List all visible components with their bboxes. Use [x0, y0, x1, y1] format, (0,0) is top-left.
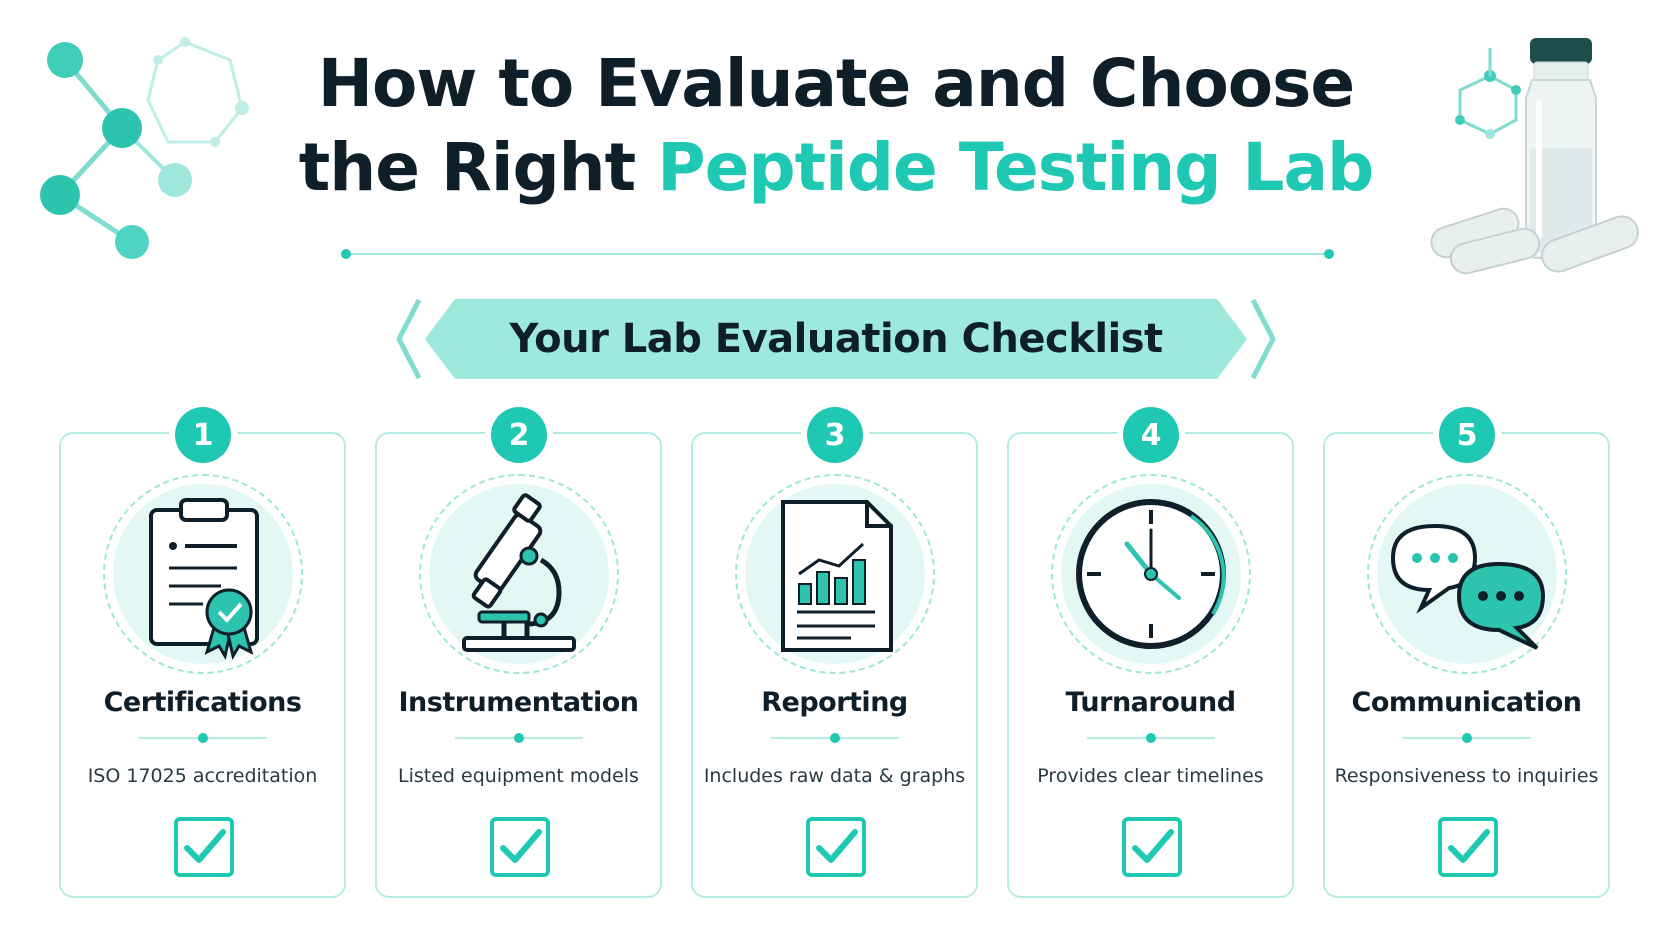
step-badge-4: 4 [1123, 407, 1179, 463]
step-badge-1: 1 [175, 407, 231, 463]
card-title: Turnaround [1065, 687, 1236, 718]
card-divider [1087, 733, 1215, 743]
title-line-1: How to Evaluate and Choose [317, 45, 1355, 122]
checkbox-checked-icon[interactable] [173, 816, 235, 878]
card-divider [139, 733, 267, 743]
certificate-clipboard-icon [103, 474, 303, 674]
card-description: Responsiveness to inquiries [1334, 765, 1599, 787]
card-description: Includes raw data & graphs [703, 765, 966, 787]
step-badge-3: 3 [807, 407, 863, 463]
step-badge-5: 5 [1439, 407, 1495, 463]
step-badge-2: 2 [491, 407, 547, 463]
card-title: Reporting [761, 687, 908, 718]
checklist-card-certifications: Certifications ISO 17025 accreditation [59, 432, 346, 898]
card-title: Instrumentation [398, 687, 639, 718]
checklist-card-reporting: Reporting Includes raw data & graphs [691, 432, 978, 898]
molecule-decoration-icon [40, 37, 249, 259]
checklist-card-communication: Communication Responsiveness to inquirie… [1323, 432, 1610, 898]
card-description: ISO 17025 accreditation [87, 765, 318, 787]
checkbox-checked-icon[interactable] [489, 816, 551, 878]
card-divider [771, 733, 899, 743]
vial-decoration-icon [1430, 38, 1639, 275]
title-line-2: the Right Peptide Testing Lab [0, 126, 1672, 210]
report-chart-icon [735, 474, 935, 674]
banner-label: Your Lab Evaluation Checklist [425, 299, 1247, 379]
checklist-card-instrumentation: Instrumentation Listed equipment models [375, 432, 662, 898]
card-title: Certifications [103, 687, 302, 718]
checkbox-checked-icon[interactable] [1437, 816, 1499, 878]
chevron-right-icon [1250, 298, 1276, 380]
card-title: Communication [1351, 687, 1583, 718]
checklist-card-turnaround: Turnaround Provides clear timelines [1007, 432, 1294, 898]
checkbox-checked-icon[interactable] [805, 816, 867, 878]
card-divider [1403, 733, 1531, 743]
checklist-banner: Your Lab Evaluation Checklist [395, 296, 1277, 382]
page-title: How to Evaluate and Choose the Right Pep… [0, 42, 1672, 210]
title-accent: Peptide Testing Lab [657, 129, 1374, 206]
title-divider [341, 249, 1334, 259]
card-description: Provides clear timelines [1037, 765, 1264, 787]
chevron-left-icon [396, 298, 422, 380]
chat-bubbles-icon [1367, 474, 1567, 674]
checkbox-checked-icon[interactable] [1121, 816, 1183, 878]
card-description: Listed equipment models [398, 765, 639, 787]
microscope-icon [419, 474, 619, 674]
title-line-2-prefix: the Right [298, 129, 658, 206]
card-divider [455, 733, 583, 743]
clock-icon [1051, 474, 1251, 674]
